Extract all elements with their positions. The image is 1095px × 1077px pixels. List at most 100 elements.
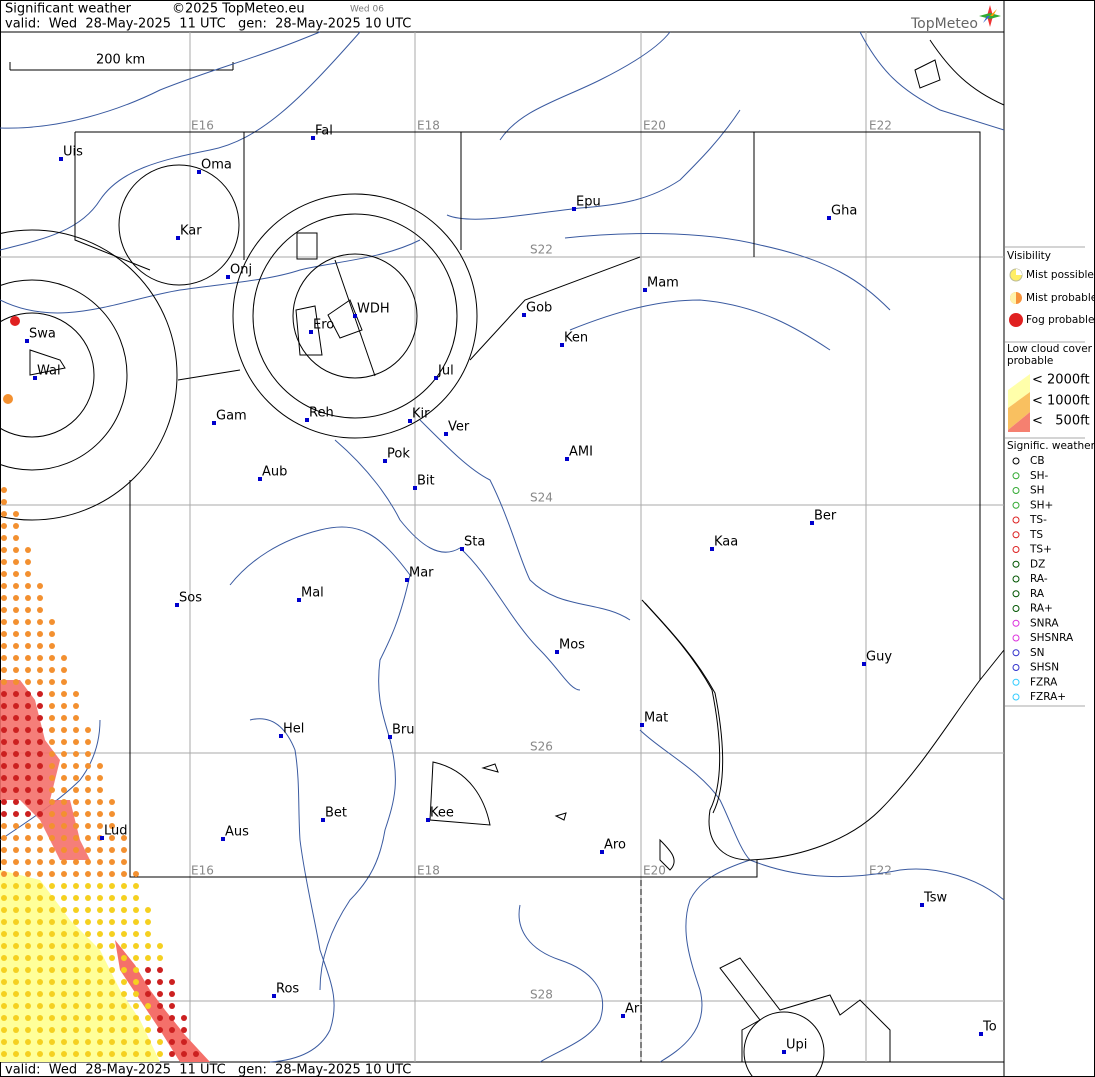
visibility-dot bbox=[1, 535, 7, 541]
place-label: Sos bbox=[179, 591, 202, 606]
visibility-dot bbox=[121, 871, 127, 877]
visibility-dot bbox=[37, 799, 43, 805]
visibility-dot bbox=[13, 811, 19, 817]
place-label: Aro bbox=[604, 838, 626, 853]
visibility-dot bbox=[49, 883, 55, 889]
place-label: Bet bbox=[325, 806, 347, 821]
visibility-dot bbox=[121, 955, 127, 961]
visibility-dot bbox=[85, 991, 91, 997]
legend-item: TS bbox=[1029, 529, 1043, 541]
weather-symbol bbox=[1012, 457, 1020, 465]
visibility-dot bbox=[1, 787, 7, 793]
visibility-dot bbox=[97, 919, 103, 925]
visibility-dot bbox=[97, 931, 103, 937]
visibility-dot bbox=[37, 679, 43, 685]
place-label: WDH bbox=[357, 302, 390, 317]
visibility-dot bbox=[157, 1039, 163, 1045]
visibility-dot bbox=[145, 979, 151, 985]
visibility-dot bbox=[85, 931, 91, 937]
legend-item: Fog probable bbox=[1026, 314, 1094, 326]
place-label: Mat bbox=[644, 711, 668, 726]
visibility-dot bbox=[25, 703, 31, 709]
visibility-dot bbox=[73, 871, 79, 877]
visibility-dot bbox=[49, 1051, 55, 1057]
place-label: Sta bbox=[464, 535, 485, 550]
visibility-dot bbox=[61, 943, 67, 949]
visibility-dot bbox=[25, 871, 31, 877]
visibility-dot bbox=[49, 859, 55, 865]
visibility-dot bbox=[1, 595, 7, 601]
visibility-dot bbox=[133, 1003, 139, 1009]
visibility-dot bbox=[1, 823, 7, 829]
lat-label: S26 bbox=[530, 740, 553, 754]
visibility-dot bbox=[145, 919, 151, 925]
visibility-dot bbox=[133, 919, 139, 925]
visibility-dot bbox=[73, 1039, 79, 1045]
place-label: Ken bbox=[564, 331, 588, 346]
visibility-dot bbox=[61, 679, 67, 685]
visibility-dot bbox=[13, 607, 19, 613]
visibility-dot bbox=[73, 991, 79, 997]
place-dot bbox=[272, 994, 276, 998]
visibility-dot bbox=[1, 679, 7, 685]
visibility-dot bbox=[37, 1027, 43, 1033]
visibility-dot bbox=[109, 811, 115, 817]
place-dot bbox=[383, 459, 387, 463]
visibility-dot bbox=[13, 1027, 19, 1033]
place-dot bbox=[311, 136, 315, 140]
visibility-dot bbox=[49, 799, 55, 805]
place-dot bbox=[600, 850, 604, 854]
visibility-dot bbox=[109, 955, 115, 961]
visibility-dot bbox=[13, 619, 19, 625]
gen-time: gen: 28-May-2025 10 UTC bbox=[238, 17, 411, 32]
places: Uis Fal Oma Kar Epu Gha Onj Mam Gob WDH Ero Swa Ken W… bbox=[25, 124, 997, 1054]
lat-label: S28 bbox=[530, 988, 553, 1002]
place-dot bbox=[405, 578, 409, 582]
title: Significant weather bbox=[5, 2, 132, 17]
place-dot bbox=[920, 903, 924, 907]
visibility-dot bbox=[49, 907, 55, 913]
visibility-dot bbox=[73, 763, 79, 769]
legend-item: SH+ bbox=[1030, 499, 1053, 511]
visibility-dot bbox=[49, 643, 55, 649]
visibility-dot bbox=[1, 919, 7, 925]
visibility-dot bbox=[49, 871, 55, 877]
visibility-dot bbox=[37, 607, 43, 613]
visibility-dot bbox=[1, 547, 7, 553]
place-dot bbox=[426, 818, 430, 822]
visibility-dot bbox=[37, 715, 43, 721]
visibility-dot bbox=[1, 511, 7, 517]
visibility-dot bbox=[1, 559, 7, 565]
visibility-dot bbox=[145, 1003, 151, 1009]
visibility-dot bbox=[25, 643, 31, 649]
weather-symbol bbox=[1012, 693, 1020, 701]
visibility-dot bbox=[49, 823, 55, 829]
legend-title: Signific. weather bbox=[1007, 440, 1095, 452]
visibility-dot bbox=[85, 763, 91, 769]
visibility-dot bbox=[109, 799, 115, 805]
place-label: Wal bbox=[37, 364, 61, 379]
visibility-dot bbox=[73, 739, 79, 745]
visibility-dot bbox=[1, 691, 7, 697]
scale-label: 200 km bbox=[96, 53, 145, 68]
place-label: Gob bbox=[526, 301, 552, 316]
visibility-dot bbox=[13, 883, 19, 889]
visibility-dot bbox=[85, 859, 91, 865]
visibility-dot bbox=[133, 931, 139, 937]
visibility-dot bbox=[85, 751, 91, 757]
place-label: Epu bbox=[576, 195, 601, 210]
visibility-dot bbox=[37, 787, 43, 793]
visibility-dot bbox=[85, 955, 91, 961]
visibility-dot bbox=[73, 895, 79, 901]
visibility-dot bbox=[1, 631, 7, 637]
visibility-dot bbox=[37, 883, 43, 889]
visibility-dot bbox=[37, 643, 43, 649]
place-dot bbox=[175, 603, 179, 607]
visibility-dot bbox=[109, 943, 115, 949]
visibility-dot bbox=[133, 991, 139, 997]
place-dot bbox=[100, 836, 104, 840]
visibility-dot bbox=[121, 1051, 127, 1057]
visibility-dot bbox=[97, 799, 103, 805]
legend-item: SHSN bbox=[1030, 662, 1059, 674]
visibility-dot bbox=[13, 691, 19, 697]
